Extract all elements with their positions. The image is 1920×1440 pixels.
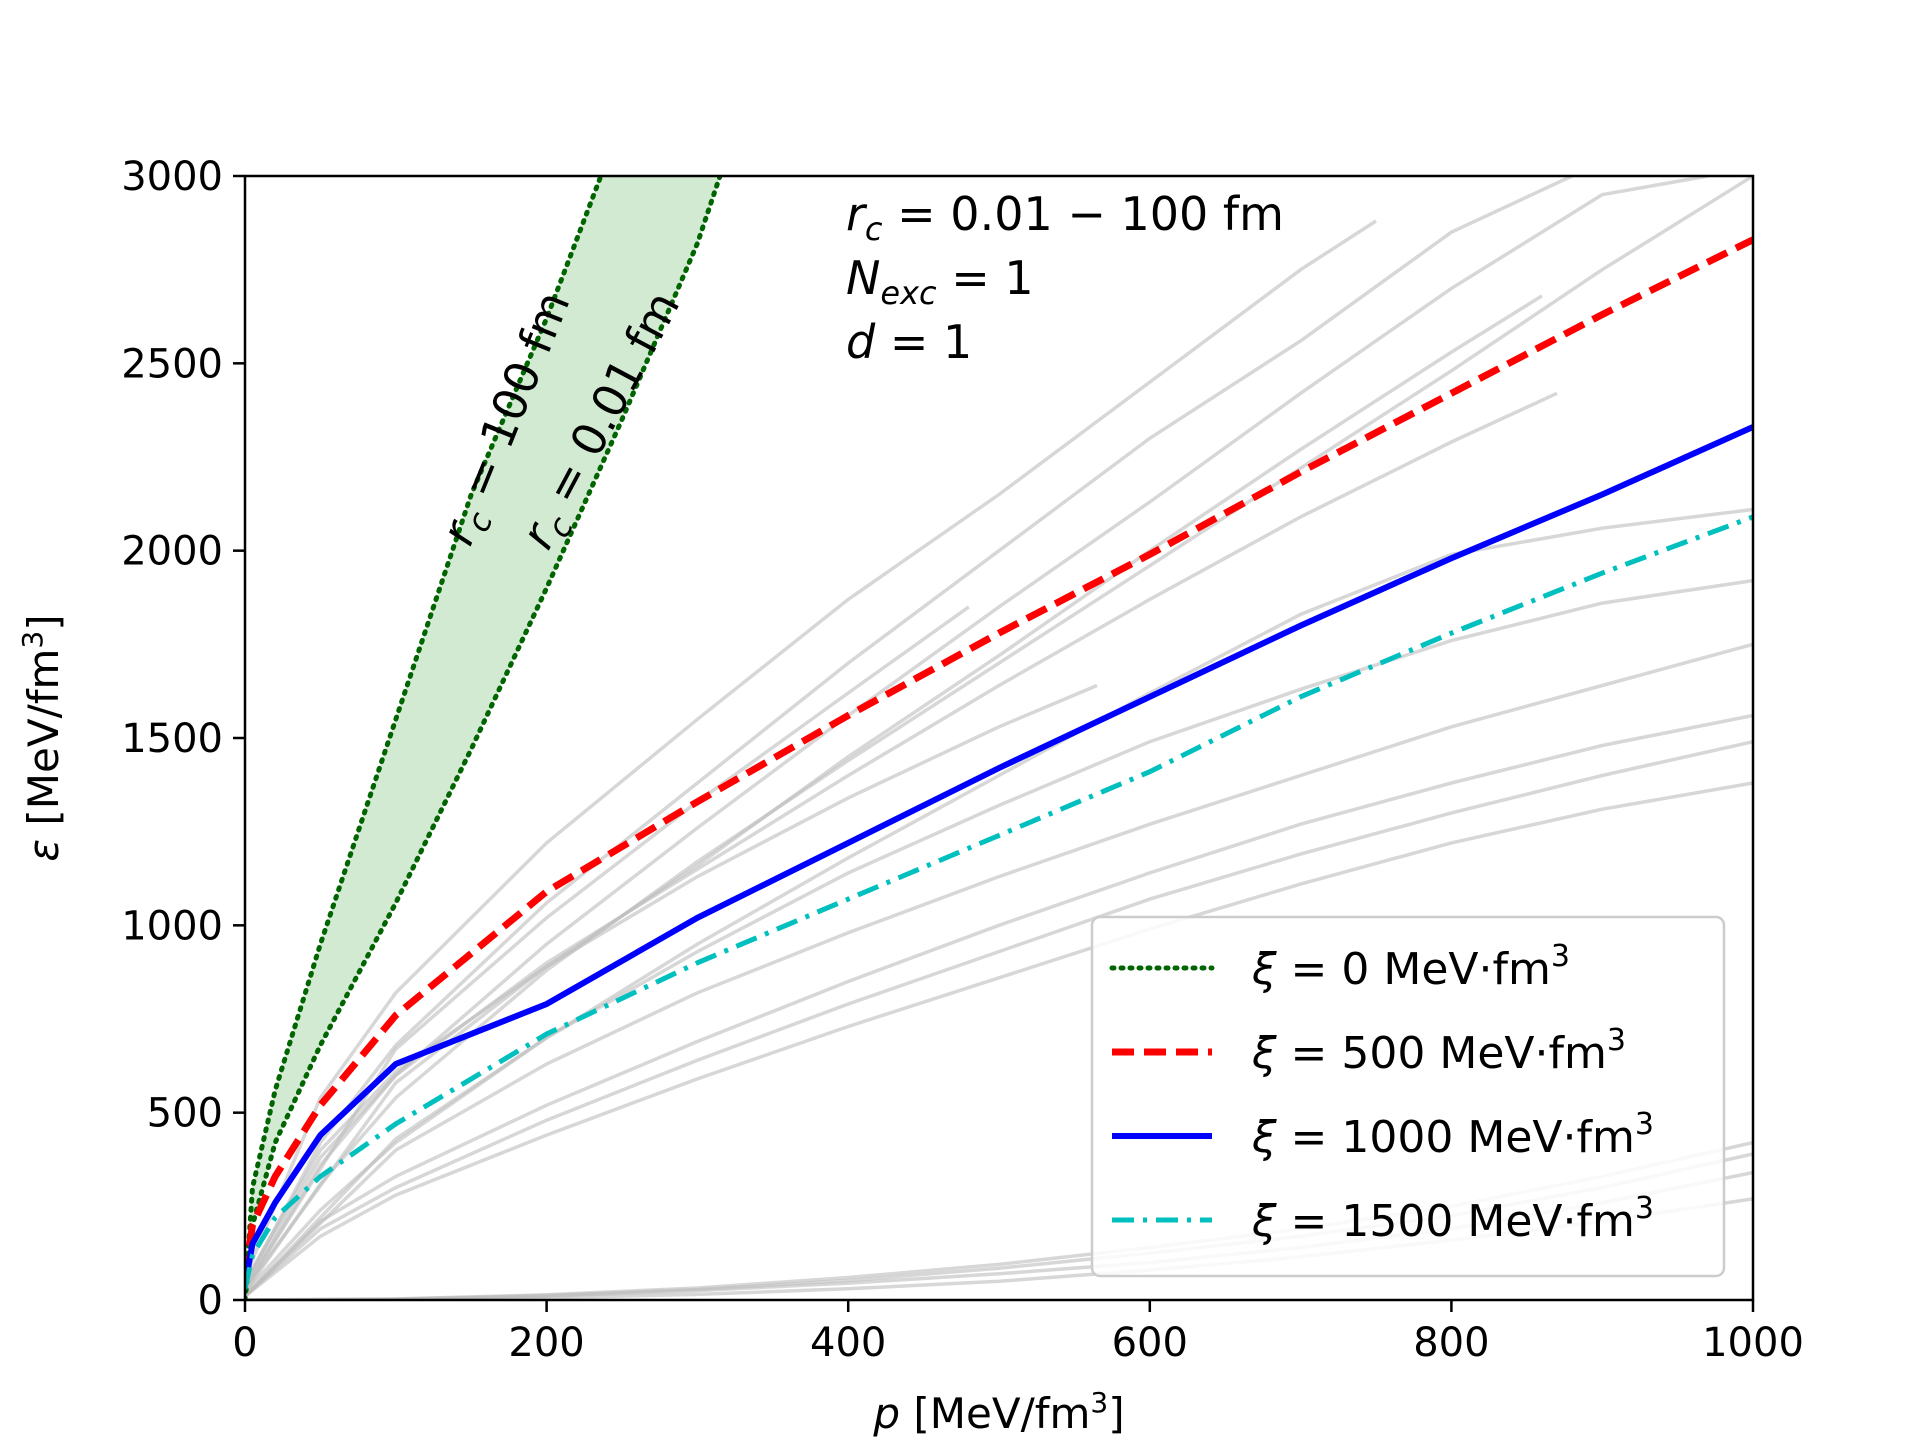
background-curve-11 <box>245 781 1753 1298</box>
background-curve-3 <box>245 176 1753 1294</box>
y-tick-label-2000: 2000 <box>121 529 223 575</box>
legend-label-xi1000: ξ = 1000 MeV·fm3 <box>1251 1107 1654 1163</box>
background-curve-13 <box>245 683 1098 1290</box>
background-curve-5 <box>245 391 1558 1286</box>
series-xi0-line <box>245 176 604 1300</box>
legend-label-xi1500: ξ = 1500 MeV·fm3 <box>1251 1191 1654 1247</box>
x-tick-label-0: 0 <box>232 1320 257 1366</box>
xi0-band <box>245 176 720 1300</box>
background-curve-9 <box>245 713 1753 1298</box>
annotation-rc-range: rc = 0.01 − 100 fm <box>846 187 1284 248</box>
x-axis-ticks: 0 200 400 600 800 1000 <box>232 1300 1804 1366</box>
y-tick-label-0: 0 <box>198 1278 223 1324</box>
background-curve-8 <box>245 642 1753 1298</box>
y-axis-title: ε [MeV/fm3] <box>16 614 68 861</box>
series-xi500-line <box>245 236 1753 1278</box>
legend-box <box>1090 915 1726 1278</box>
y-axis-ticks: 0 500 1000 1500 2000 2500 3000 <box>121 154 245 1324</box>
legend: ξ = 0 MeV·fm3 ξ = 500 MeV·fm3 ξ = 1000 M… <box>1090 915 1726 1278</box>
y-tick-label-3000: 3000 <box>121 154 223 200</box>
background-curve-1 <box>245 176 1573 1286</box>
annotation-d: d = 1 <box>846 315 972 369</box>
y-tick-label-1000: 1000 <box>121 903 223 949</box>
legend-label-xi0: ξ = 0 MeV·fm3 <box>1251 939 1570 995</box>
series-xi1000-line <box>245 424 1753 1286</box>
legend-label-xi500: ξ = 500 MeV·fm3 <box>1251 1023 1626 1079</box>
x-tick-label-200: 200 <box>508 1320 584 1366</box>
series-xi1500-line <box>245 514 1753 1290</box>
x-axis-title: p [MeV/fm3] <box>872 1386 1124 1438</box>
y-tick-label-1500: 1500 <box>121 716 223 762</box>
x-tick-label-800: 800 <box>1413 1320 1489 1366</box>
background-curve-0 <box>245 219 1377 1279</box>
background-curve-7 <box>245 578 1753 1298</box>
background-curve-10 <box>245 739 1753 1298</box>
series-lines <box>245 176 1753 1300</box>
xi0-band-layer <box>245 176 720 1300</box>
x-tick-label-600: 600 <box>1112 1320 1188 1366</box>
y-tick-label-500: 500 <box>147 1091 223 1137</box>
annotation-nexc: Nexc = 1 <box>846 251 1034 312</box>
y-tick-label-2500: 2500 <box>121 341 223 387</box>
series-xi0-rc-001-line <box>245 176 723 1300</box>
x-tick-label-1000: 1000 <box>1702 1320 1804 1366</box>
x-tick-label-400: 400 <box>810 1320 886 1366</box>
background-curve-4 <box>245 294 1543 1283</box>
